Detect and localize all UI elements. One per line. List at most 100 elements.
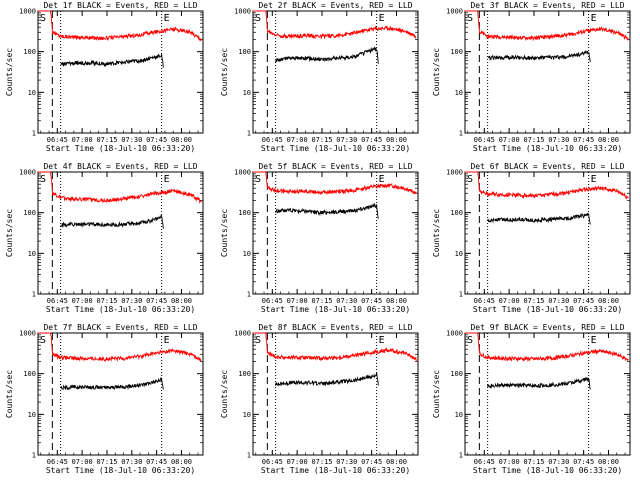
x-tick-label: 07:45 xyxy=(146,297,167,305)
start-marker-label: S xyxy=(255,13,261,24)
y-tick-label: 10 xyxy=(28,250,36,258)
events-series-line xyxy=(60,214,164,229)
end-marker-label: E xyxy=(379,13,385,24)
x-axis-title: Start Time (18-Jul-10 06:33:20) xyxy=(261,466,410,475)
y-tick-label: 100 xyxy=(238,48,251,56)
panel-title: Det 1f BLACK = Events, RED = LLD xyxy=(43,1,197,10)
lld-series-line xyxy=(253,170,417,196)
events-series-line xyxy=(487,212,591,225)
x-tick-label: 07:15 xyxy=(311,136,332,144)
end-marker-label: E xyxy=(164,13,170,24)
y-tick-label: 10 xyxy=(455,89,463,97)
x-tick-label: 07:45 xyxy=(573,136,594,144)
x-tick-label: 06:45 xyxy=(47,136,68,144)
start-marker-label: S xyxy=(255,174,261,185)
y-tick-label: 1000 xyxy=(446,8,463,16)
plot-frame xyxy=(464,10,631,134)
lld-series-line xyxy=(465,10,629,42)
y-axis-title: Counts/sec xyxy=(432,370,441,418)
panel-det-8: Det 8f BLACK = Events, RED = LLD 1 10 100 10… xyxy=(220,323,419,475)
x-tick-label: 06:45 xyxy=(474,458,495,466)
x-tick-label: 07:15 xyxy=(523,458,544,466)
plot-frame xyxy=(37,171,204,295)
x-tick-label: 08:00 xyxy=(386,458,407,466)
x-axis-title: Start Time (18-Jul-10 06:33:20) xyxy=(473,144,622,153)
y-axis-title: Counts/sec xyxy=(220,209,229,257)
x-axis-title: Start Time (18-Jul-10 06:33:20) xyxy=(46,305,195,314)
y-tick-label: 1000 xyxy=(234,8,251,16)
events-series-line xyxy=(275,202,379,219)
start-marker-label: S xyxy=(255,335,261,346)
events-series-line xyxy=(275,372,379,387)
x-tick-label: 08:00 xyxy=(598,136,619,144)
x-tick-label: 07:00 xyxy=(287,458,308,466)
y-axis-title: Counts/sec xyxy=(432,48,441,96)
x-tick-label: 06:45 xyxy=(262,297,283,305)
x-tick-label: 07:30 xyxy=(336,136,357,144)
y-axis-title: Counts/sec xyxy=(220,370,229,418)
plot-frame xyxy=(464,332,631,456)
panel-title: Det 7f BLACK = Events, RED = LLD xyxy=(43,323,197,332)
x-tick-label: 07:00 xyxy=(72,458,93,466)
y-tick-label: 100 xyxy=(23,209,36,217)
y-tick-label: 1000 xyxy=(446,330,463,338)
panel-det-1: Det 1f BLACK = Events, RED = LLD 1 10 100 10… xyxy=(5,1,204,153)
events-series-line xyxy=(60,376,164,391)
y-tick-label: 1 xyxy=(247,130,251,138)
panel-det-2: Det 2f BLACK = Events, RED = LLD 1 10 100 10… xyxy=(220,1,419,153)
panel-det-5: Det 5f BLACK = Events, RED = LLD 1 10 100 10… xyxy=(220,162,419,314)
y-tick-label: 1 xyxy=(247,291,251,299)
plot-frame xyxy=(464,171,631,295)
panel-title: Det 2f BLACK = Events, RED = LLD xyxy=(258,1,412,10)
x-tick-label: 07:30 xyxy=(548,458,569,466)
x-tick-label: 08:00 xyxy=(598,458,619,466)
panel-det-4: Det 4f BLACK = Events, RED = LLD 1 10 100 10… xyxy=(5,162,204,314)
y-tick-label: 1000 xyxy=(19,8,36,16)
y-tick-label: 1000 xyxy=(234,169,251,177)
lld-series-line xyxy=(465,332,629,362)
x-tick-label: 06:45 xyxy=(474,297,495,305)
x-tick-label: 07:30 xyxy=(121,458,142,466)
panel-title: Det 4f BLACK = Events, RED = LLD xyxy=(43,162,197,171)
x-axis-title: Start Time (18-Jul-10 06:33:20) xyxy=(473,305,622,314)
plot-frame xyxy=(252,171,419,295)
x-tick-label: 07:15 xyxy=(311,297,332,305)
y-axis-title: Counts/sec xyxy=(5,209,14,257)
y-tick-label: 10 xyxy=(243,250,251,258)
panel-det-7: Det 7f BLACK = Events, RED = LLD 1 10 100 10… xyxy=(5,323,204,475)
end-marker-label: E xyxy=(164,335,170,346)
start-marker-label: S xyxy=(40,174,46,185)
start-marker-label: S xyxy=(467,13,473,24)
x-tick-label: 07:45 xyxy=(146,136,167,144)
x-tick-label: 07:00 xyxy=(287,136,308,144)
end-marker-label: E xyxy=(164,174,170,185)
x-tick-label: 08:00 xyxy=(386,297,407,305)
events-series-line xyxy=(275,46,379,64)
lld-series-line xyxy=(253,10,417,40)
lld-series-line xyxy=(253,331,417,362)
x-axis-title: Start Time (18-Jul-10 06:33:20) xyxy=(261,144,410,153)
y-tick-label: 1000 xyxy=(234,330,251,338)
x-tick-label: 07:00 xyxy=(72,136,93,144)
x-tick-label: 07:15 xyxy=(96,297,117,305)
x-tick-label: 07:30 xyxy=(548,297,569,305)
x-tick-label: 06:45 xyxy=(47,297,68,305)
lld-series-line xyxy=(38,10,202,42)
y-tick-label: 100 xyxy=(23,370,36,378)
y-tick-label: 1 xyxy=(459,291,463,299)
panel-title: Det 3f BLACK = Events, RED = LLD xyxy=(470,1,624,10)
y-axis-title: Counts/sec xyxy=(5,48,14,96)
x-tick-label: 08:00 xyxy=(171,136,192,144)
x-tick-label: 07:30 xyxy=(121,297,142,305)
panel-title: Det 6f BLACK = Events, RED = LLD xyxy=(470,162,624,171)
y-tick-label: 10 xyxy=(28,89,36,97)
x-tick-label: 07:15 xyxy=(96,458,117,466)
lld-series-line xyxy=(38,332,202,363)
x-axis-title: Start Time (18-Jul-10 06:33:20) xyxy=(261,305,410,314)
y-tick-label: 100 xyxy=(238,209,251,217)
y-tick-label: 100 xyxy=(450,209,463,217)
x-axis-title: Start Time (18-Jul-10 06:33:20) xyxy=(473,466,622,475)
y-tick-label: 1 xyxy=(459,130,463,138)
y-tick-label: 10 xyxy=(243,411,251,419)
